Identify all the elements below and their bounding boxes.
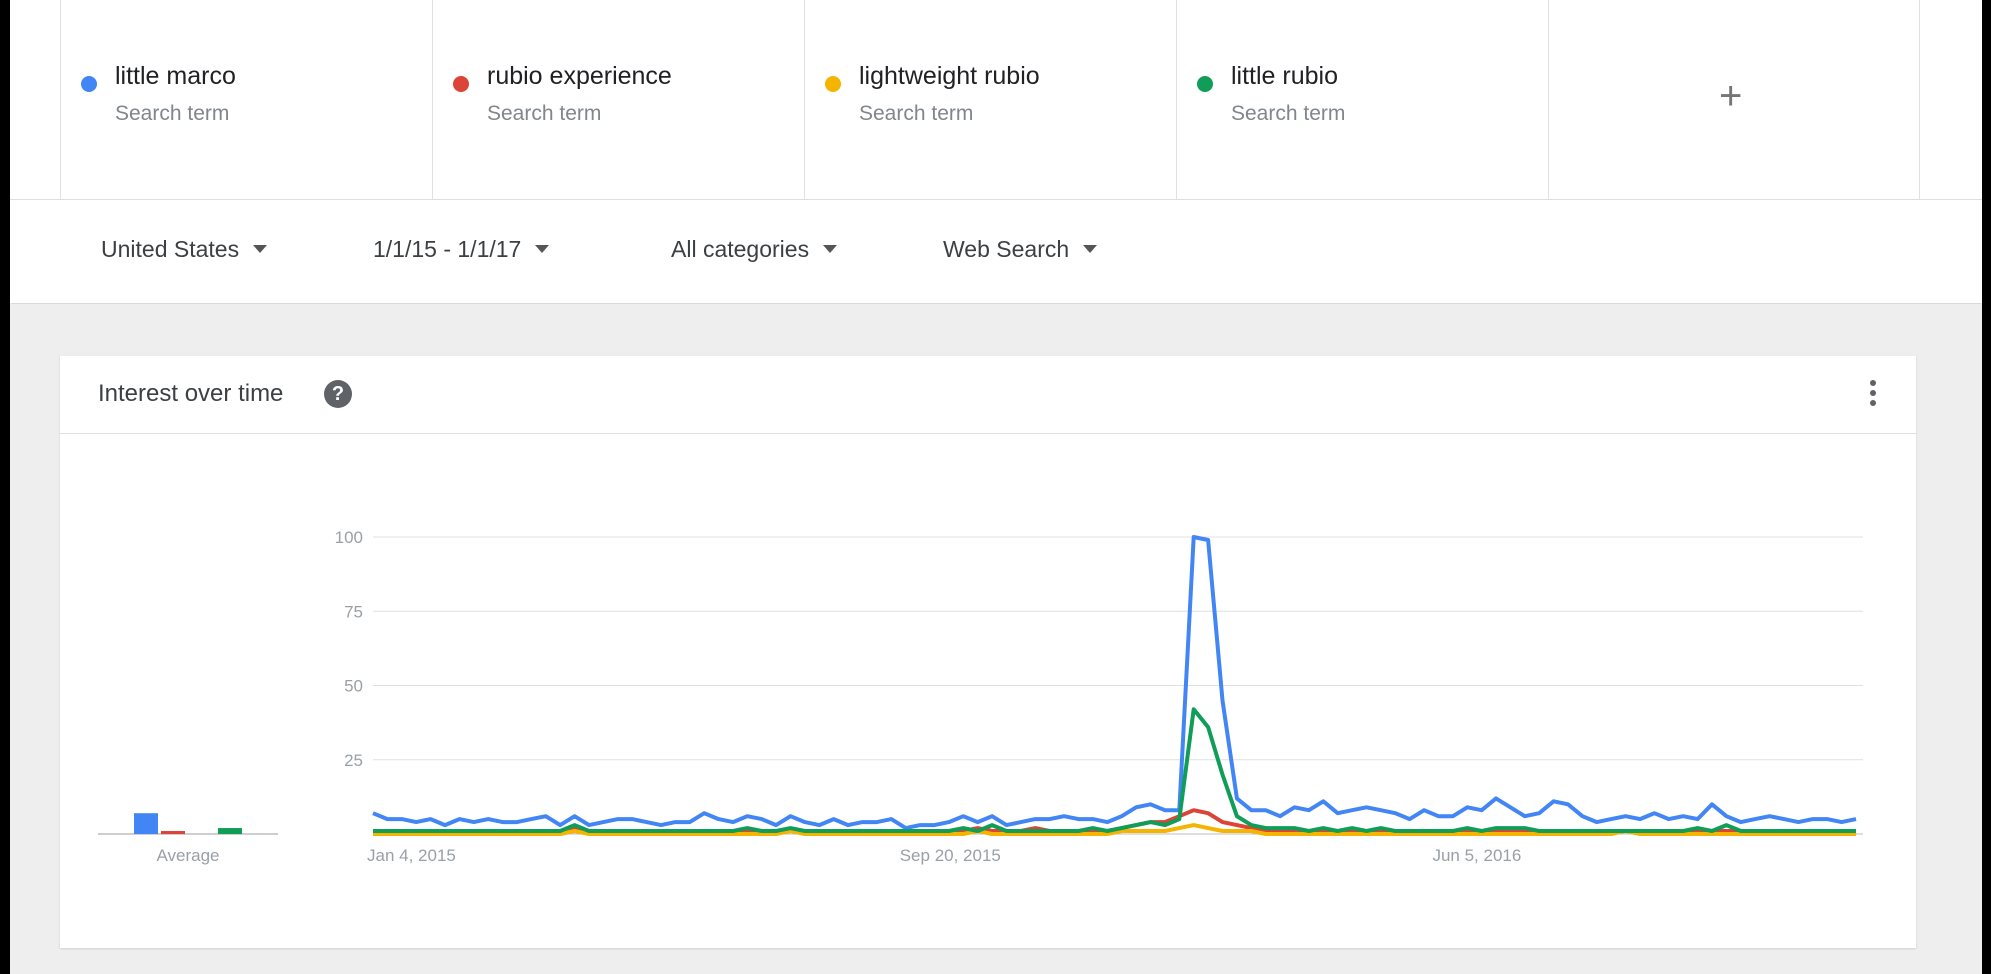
region-filter-label: United States (101, 236, 240, 262)
add-term-button[interactable]: + (1719, 74, 1743, 118)
term-color-dot (1197, 76, 1213, 92)
y-tick-label: 75 (344, 602, 363, 621)
search-terms-bar: little marco Search term rubio experienc… (10, 0, 1982, 200)
add-term-card[interactable]: + (1548, 0, 1920, 199)
average-label: Average (156, 846, 219, 865)
term-name[interactable]: lightweight rubio (859, 62, 1040, 90)
dropdown-caret-icon (823, 244, 838, 253)
term-color-dot (81, 76, 97, 92)
help-icon[interactable]: ? (324, 380, 352, 408)
interest-chart: 25 50 75 100 Jan 4, 2015 Sep 20, 2015 Jun 5, 2… (98, 528, 1863, 865)
x-tick-label: Jan 4, 2015 (367, 846, 456, 865)
series-line-0 (372, 535, 1857, 831)
date-range-filter[interactable]: 1/1/15 - 1/1/17 (373, 236, 550, 263)
category-filter[interactable]: All categories (671, 236, 838, 263)
filters-bar: United States 1/1/15 - 1/1/17 All catego… (10, 200, 1982, 303)
region-filter[interactable]: United States (101, 236, 268, 263)
term-name[interactable]: little rubio (1231, 62, 1338, 90)
category-filter-label: All categories (671, 236, 810, 262)
series-line-2 (373, 823, 1856, 836)
term-type-label: Search term (487, 102, 602, 125)
y-tick-label: 50 (344, 677, 363, 696)
term-color-dot (825, 76, 841, 92)
search-term-card[interactable]: lightweight rubio Search term (804, 0, 1176, 199)
average-bar-3 (218, 828, 242, 834)
more-vert-icon[interactable] (1868, 380, 1878, 410)
card-title: Interest over time (98, 380, 284, 407)
interest-over-time-card: Interest over time ? 25 50 75 100 Jan 4, 201… (60, 356, 1916, 948)
x-tick-label: Jun 5, 2016 (1432, 846, 1521, 865)
x-tick-label: Sep 20, 2015 (900, 846, 1001, 865)
date-range-filter-label: 1/1/15 - 1/1/17 (373, 236, 522, 262)
average-bar-0 (134, 813, 158, 834)
search-type-filter[interactable]: Web Search (943, 236, 1098, 263)
dropdown-caret-icon (253, 244, 268, 253)
search-term-card[interactable]: little marco Search term (60, 0, 432, 199)
dropdown-caret-icon (535, 244, 550, 253)
header-background (10, 0, 1982, 304)
term-name[interactable]: little marco (115, 62, 236, 90)
search-type-filter-label: Web Search (943, 236, 1070, 262)
y-tick-label: 100 (335, 528, 363, 547)
term-name[interactable]: rubio experience (487, 62, 672, 90)
term-type-label: Search term (859, 102, 974, 125)
card-header: Interest over time ? (60, 356, 1916, 434)
series-line-3 (373, 707, 1856, 833)
y-tick-label: 25 (344, 751, 363, 770)
search-term-card[interactable]: little rubio Search term (1176, 0, 1548, 199)
search-term-card[interactable]: rubio experience Search term (432, 0, 804, 199)
term-type-label: Search term (1231, 102, 1346, 125)
dropdown-caret-icon (1083, 244, 1098, 253)
term-type-label: Search term (115, 102, 230, 125)
term-color-dot (453, 76, 469, 92)
average-bar-1 (161, 831, 185, 834)
